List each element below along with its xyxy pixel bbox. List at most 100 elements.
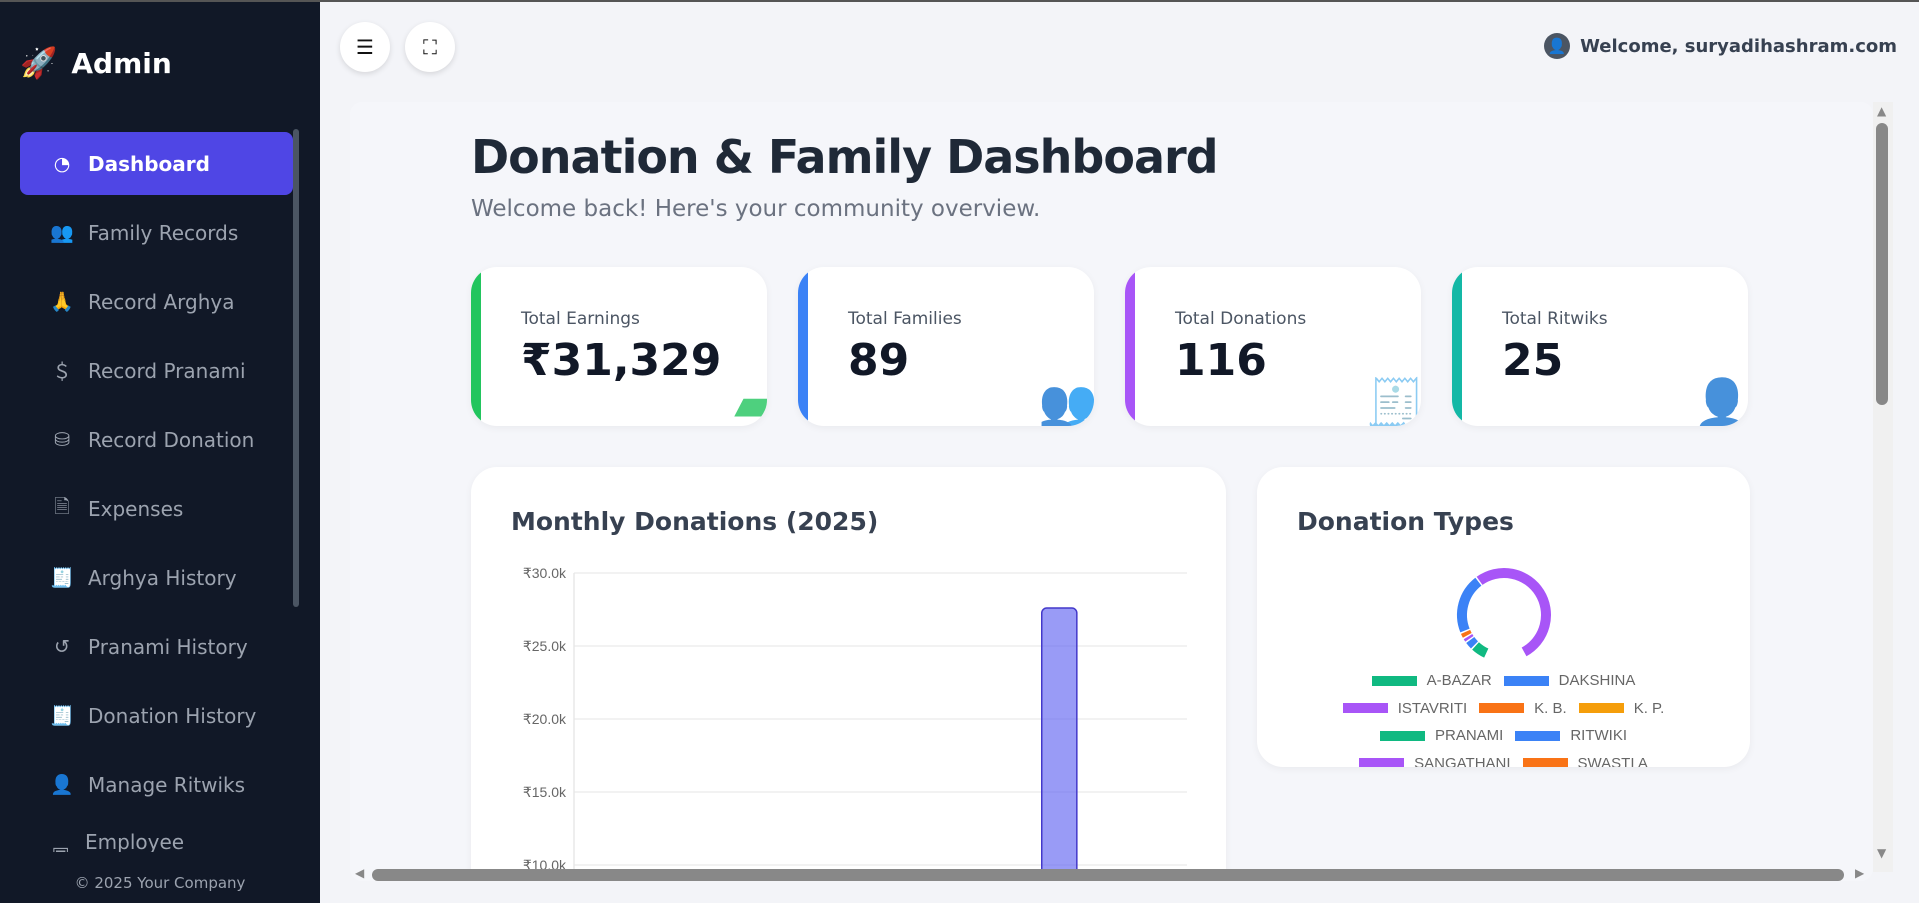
legend-label: ISTAVRITI [1397, 699, 1468, 717]
donut-segment[interactable] [1463, 634, 1474, 642]
card-accent [1452, 267, 1462, 426]
receipt-icon: 🧾 [50, 705, 74, 727]
legend-label: DAKSHINA [1558, 672, 1636, 689]
stat-label: Total Donations [1175, 309, 1307, 329]
hand-holding-dollar-icon: ＄ [52, 361, 72, 383]
stat-value: 25 [1502, 335, 1564, 386]
monthly-donations-card: Monthly Donations (2025) ₹30.0k ₹25.0k ₹20… [471, 467, 1226, 881]
brand-name: Admin [71, 47, 172, 80]
bar-chart: ₹30.0k₹25.0k₹20.0k₹15.0k₹10.0k [523, 565, 1187, 881]
legend-swatch [1522, 758, 1568, 767]
sidebar-item-employee-management[interactable]: ▣ Employee Management [20, 822, 293, 853]
legend-item[interactable]: K. P. [1578, 695, 1665, 722]
legend-item[interactable]: K. B. [1479, 695, 1567, 722]
stat-card: Total Families 89 👥 [798, 267, 1094, 426]
sidebar-item-record-pranami[interactable]: ＄ Record Pranami [20, 339, 293, 402]
legend-label: K. P. [1633, 699, 1665, 717]
legend-item[interactable]: SWASTI A [1522, 750, 1648, 768]
sidebar-nav: ◔ Dashboard 👥 Family Records 🙏 Record Arghya ＄… [20, 132, 293, 852]
legend-item[interactable]: SANGATHANI [1359, 750, 1511, 768]
donut-segment[interactable] [1460, 629, 1472, 638]
stat-value: 89 [848, 335, 910, 386]
legend-swatch [1342, 703, 1388, 713]
stat-card: Total Ritwiks 25 👤 [1452, 267, 1748, 426]
gauge-icon: ◔ [53, 152, 71, 175]
legend-item[interactable]: A-BAZAR [1371, 667, 1492, 694]
sidebar-item-pranami-history[interactable]: ↺ Pranami History [20, 615, 293, 678]
legend-label: A-BAZAR [1426, 672, 1492, 689]
legend-swatch [1578, 703, 1624, 713]
brand[interactable]: 🚀 Admin [20, 46, 172, 81]
welcome-text: Welcome, suryadihashram.com [1580, 35, 1897, 57]
stat-label: Total Ritwiks [1502, 309, 1608, 329]
scroll-right-arrow[interactable]: ▶ [1855, 866, 1865, 880]
scroll-down-arrow[interactable]: ▼ [1877, 846, 1887, 860]
legend-item[interactable]: DAKSHINA [1503, 667, 1636, 694]
sidebar-item-label: Arghya History [88, 565, 237, 590]
legend-swatch [1479, 703, 1525, 713]
sidebar-item-family-records[interactable]: 👥 Family Records [20, 201, 293, 264]
donut-segment[interactable] [1457, 577, 1482, 633]
user-tie-icon: 👤 [1692, 376, 1748, 426]
sidebar-scrollbar[interactable] [293, 129, 299, 607]
sidebar-item-label: Expenses [88, 496, 184, 521]
sidebar-item-expenses[interactable]: 🗎 Expenses [20, 477, 293, 540]
praying-hands-icon: 🙏 [50, 291, 74, 313]
id-badge-icon: ▣ [50, 843, 71, 853]
sidebar-item-donation-history[interactable]: 🧾 Donation History [20, 684, 293, 747]
users-icon: 👥 [1038, 376, 1094, 426]
card-accent [471, 267, 481, 426]
scroll-left-arrow[interactable]: ◀ [355, 866, 365, 880]
sidebar-item-dashboard[interactable]: ◔ Dashboard [20, 132, 293, 195]
sidebar-item-record-donation[interactable]: ⛁ Record Donation [20, 408, 293, 471]
stat-label: Total Earnings [521, 309, 640, 329]
wallet-icon: ▰ [734, 376, 767, 426]
legend-label: RITWIKI [1570, 727, 1627, 744]
stat-card: Total Donations 116 🧾 [1125, 267, 1421, 426]
sidebar-item-label: Family Records [88, 220, 239, 245]
sidebar-item-label: Employee Management [85, 829, 185, 853]
stat-value: 116 [1175, 335, 1267, 386]
history-icon: ↺ [54, 635, 70, 658]
legend-item[interactable]: RITWIKI [1515, 722, 1627, 749]
legend-item[interactable]: ISTAVRITI [1342, 695, 1468, 722]
donut-segment[interactable] [1476, 568, 1551, 657]
legend-swatch [1379, 730, 1425, 741]
chart-title: Monthly Donations (2025) [511, 507, 879, 536]
expand-icon: ⛶ [423, 35, 437, 59]
y-tick-label: ₹15.0k [523, 784, 567, 800]
legend-label: K. B. [1534, 699, 1567, 717]
legend-label: SWASTI A [1577, 754, 1648, 768]
file-invoice-dollar-icon: 🗎 [54, 495, 70, 518]
receipt-icon: 🧾 [50, 567, 74, 589]
legend-item[interactable]: PRANAMI [1379, 722, 1504, 749]
sidebar-item-arghya-history[interactable]: 🧾 Arghya History [20, 546, 293, 609]
vertical-scroll-thumb[interactable] [1876, 123, 1888, 405]
legend-swatch [1371, 675, 1417, 686]
page-title: Donation & Family Dashboard [471, 130, 1219, 184]
sidebar-footer: © 2025 Your Company [74, 874, 246, 892]
sidebar-item-label: Record Arghya [88, 289, 235, 314]
menu-toggle-button[interactable]: ☰ [340, 22, 390, 72]
window-border [0, 0, 1919, 2]
scroll-up-arrow[interactable]: ▲ [1877, 104, 1887, 118]
donate-icon: ⛁ [54, 428, 70, 451]
sidebar-item-manage-ritwiks[interactable]: 👤 Manage Ritwiks [20, 753, 293, 816]
legend-swatch [1359, 758, 1405, 767]
legend-label: PRANAMI [1434, 727, 1504, 744]
legend-label: SANGATHANI [1414, 754, 1511, 768]
donut-segment[interactable] [1466, 636, 1479, 649]
donut-segment[interactable] [1472, 642, 1489, 658]
stat-value: ₹31,329 [521, 335, 722, 386]
legend-swatch [1503, 675, 1549, 686]
fullscreen-button[interactable]: ⛶ [405, 22, 455, 72]
sidebar-item-record-arghya[interactable]: 🙏 Record Arghya [20, 270, 293, 333]
y-tick-label: ₹20.0k [523, 711, 567, 727]
user-welcome[interactable]: 👤 Welcome, suryadihashram.com [1544, 33, 1897, 59]
rocket-icon: 🚀 [20, 46, 58, 81]
legend-swatch [1515, 730, 1561, 741]
horizontal-scroll-thumb[interactable] [372, 869, 1844, 881]
y-tick-label: ₹30.0k [523, 565, 567, 581]
sidebar-item-label: Manage Ritwiks [88, 772, 246, 797]
bar[interactable] [1041, 607, 1078, 881]
